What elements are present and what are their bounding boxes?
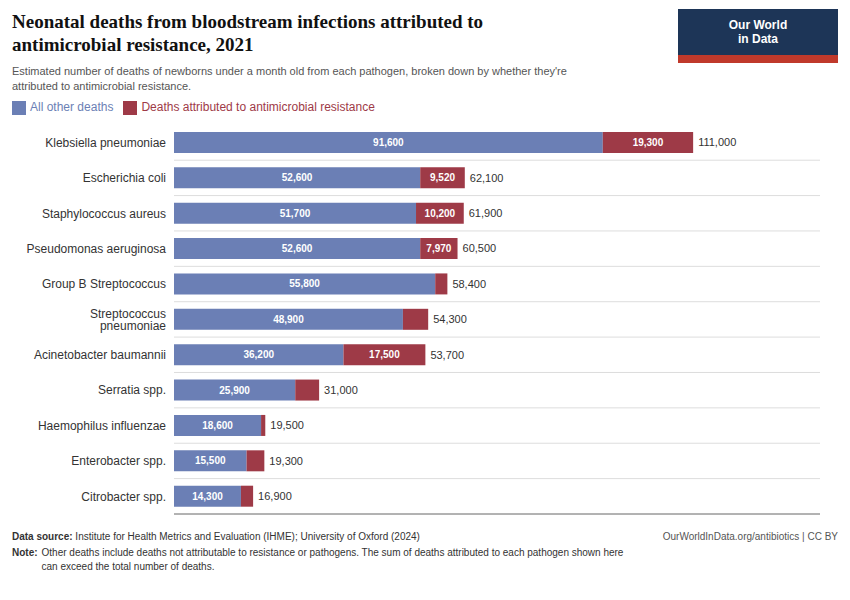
svg-text:48,900: 48,900: [273, 314, 304, 325]
html-text:OurWorldInData.org/antibiotics: OurWorldInData.org/antibiotics | CC BY: [662, 531, 838, 542]
svg-text:Haemophilus influenzae: Haemophilus influenzae: [38, 419, 166, 433]
svg-text:Klebsiella pneumoniae: Klebsiella pneumoniae: [45, 136, 166, 150]
svg-text:53,700: 53,700: [430, 349, 464, 361]
svg-text:17,500: 17,500: [369, 349, 400, 360]
html-text:Neonatal deaths from bloodstre: Neonatal deaths from bloodstream infecti…: [12, 11, 484, 32]
svg-text:14,300: 14,300: [192, 491, 223, 502]
svg-text:18,600: 18,600: [202, 420, 233, 431]
svg-text:61,900: 61,900: [469, 207, 503, 219]
svg-text:Serratia spp.: Serratia spp.: [98, 383, 166, 397]
svg-text:7,970: 7,970: [426, 243, 451, 254]
svg-text:52,600: 52,600: [282, 172, 313, 183]
svg-text:19,300: 19,300: [633, 137, 664, 148]
html-text:All other deaths: All other deaths: [30, 100, 114, 114]
svg-text:Escherichia coli: Escherichia coli: [83, 171, 166, 185]
svg-text:58,400: 58,400: [452, 278, 486, 290]
svg-text:62,100: 62,100: [470, 172, 504, 184]
svg-text:31,000: 31,000: [324, 384, 358, 396]
svg-text:15,500: 15,500: [195, 455, 226, 466]
svg-text:Pseudomonas aeruginosa: Pseudomonas aeruginosa: [27, 242, 167, 256]
svg-text:91,600: 91,600: [373, 137, 404, 148]
html-text:antimicrobial resistance, 2021: antimicrobial resistance, 2021: [12, 34, 254, 55]
svg-text:19,300: 19,300: [269, 455, 303, 467]
svg-text:51,700: 51,700: [280, 208, 311, 219]
html-text:can exceed the total number of: can exceed the total number of deaths.: [41, 561, 215, 572]
svg-text:10,200: 10,200: [425, 208, 456, 219]
svg-text:25,900: 25,900: [219, 385, 250, 396]
svg-text:16,900: 16,900: [258, 490, 292, 502]
svg-text:9,520: 9,520: [430, 172, 455, 183]
svg-text:Acinetobacter baumannii: Acinetobacter baumannii: [34, 348, 166, 362]
svg-text:Group B Streptococcus: Group B Streptococcus: [42, 277, 166, 291]
svg-text:Citrobacter spp.: Citrobacter spp.: [81, 490, 166, 504]
html-text:Data source: Institute for Hea: Data source: Institute for Health Metric…: [12, 531, 420, 542]
svg-text:36,200: 36,200: [243, 349, 274, 360]
svg-text:55,800: 55,800: [289, 278, 320, 289]
svg-text:60,500: 60,500: [463, 242, 497, 254]
html-text:Our World: Our World: [728, 18, 788, 32]
svg-text:Enterobacter spp.: Enterobacter spp.: [71, 454, 166, 468]
html-text:Note: Other deaths include dea: Note: Other deaths include deaths not at…: [12, 547, 624, 558]
svg-text:52,600: 52,600: [282, 243, 313, 254]
svg-text:Streptococcuspneumoniae: Streptococcuspneumoniae: [90, 307, 166, 333]
html-text:in Data: in Data: [738, 32, 778, 46]
svg-text:54,300: 54,300: [433, 313, 467, 325]
svg-text:Staphylococcus aureus: Staphylococcus aureus: [42, 207, 166, 221]
html-text:Estimated number of deaths of: Estimated number of deaths of newborns u…: [12, 65, 567, 77]
svg-text:111,000: 111,000: [698, 136, 736, 148]
html-text:Deaths attributed to antimicro: Deaths attributed to antimicrobial resis…: [141, 100, 375, 114]
svg-text:19,500: 19,500: [270, 419, 304, 431]
html-text:attributed to antimicrobial re: attributed to antimicrobial resistance.: [12, 80, 192, 92]
